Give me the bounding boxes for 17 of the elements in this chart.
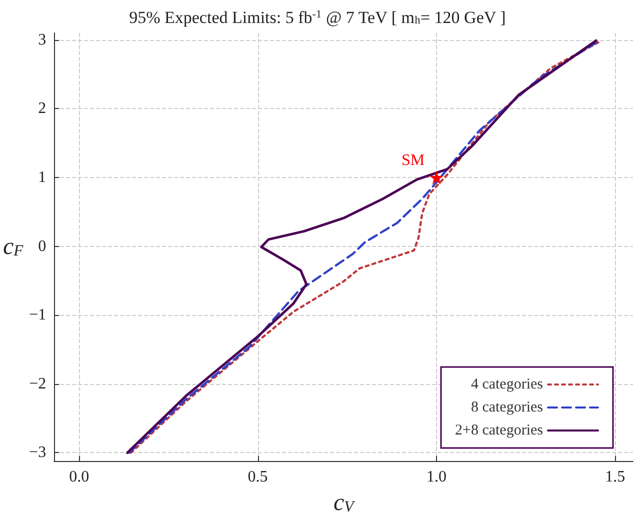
y-tick-label: 1 [38, 169, 46, 186]
x-tick-label: 0.0 [69, 468, 90, 486]
x-tick-label: 1.0 [426, 468, 446, 486]
y-axis-title: cF [3, 234, 24, 260]
legend-label: 2+8 categories [454, 422, 544, 438]
y-tick-label: −3 [29, 444, 46, 462]
legend-label: 4 categories [470, 376, 544, 392]
legend-label: 8 categories [470, 400, 544, 416]
y-tick-label: −2 [29, 375, 46, 392]
annotation: SM [401, 152, 425, 169]
y-tick-label: 0 [38, 238, 46, 255]
x-tick-label: 1.5 [605, 468, 626, 486]
x-tick-label: 0.5 [248, 468, 268, 486]
y-tick-label: 2 [38, 100, 46, 118]
x-axis-title: cV [333, 490, 356, 516]
y-tick-label: 3 [38, 31, 46, 48]
y-tick-label: −1 [29, 306, 46, 324]
